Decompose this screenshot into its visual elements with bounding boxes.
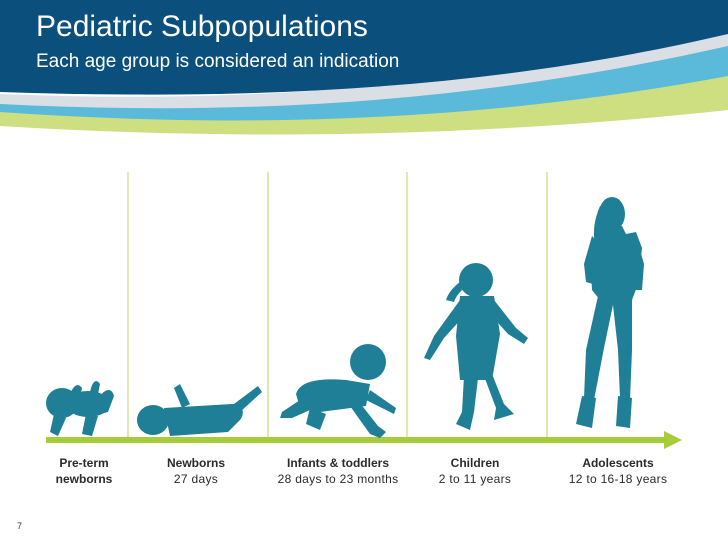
- stage-label-preterm: Pre-term newborns: [9, 455, 159, 487]
- stage-name: Newborns: [166, 456, 225, 470]
- stage-range: 2 to 11 years: [438, 472, 512, 486]
- slide-title: Pediatric Subpopulations: [36, 10, 368, 43]
- stage-label-infants-toddlers: Infants & toddlers 28 days to 23 months: [263, 455, 413, 487]
- newborn-silhouette-icon: [137, 384, 262, 436]
- stage-name: Children: [450, 456, 500, 470]
- stage-range: 12 to 16-18 years: [568, 472, 668, 486]
- crawling-infant-silhouette-icon: [280, 344, 396, 438]
- stage-label-newborns: Newborns 27 days: [121, 455, 271, 487]
- stage-name: Adolescents: [582, 456, 654, 470]
- stage-range: 28 days to 23 months: [277, 472, 399, 486]
- stage-label-adolescents: Adolescents 12 to 16-18 years: [543, 455, 693, 487]
- header-banner: [0, 0, 728, 135]
- preterm-baby-silhouette-icon: [46, 381, 114, 436]
- slide-subtitle: Each age group is considered an indicati…: [36, 51, 400, 72]
- timeline-bar: [46, 437, 666, 443]
- stage-name: Infants & toddlers: [286, 456, 389, 470]
- timeline-arrowhead: [664, 431, 682, 449]
- stage-label-children: Children 2 to 11 years: [400, 455, 550, 487]
- stage-range: newborns: [55, 472, 113, 486]
- standing-adolescent-silhouette-icon: [576, 197, 644, 428]
- stage-range: 27 days: [173, 472, 219, 486]
- page-number: 7: [17, 521, 23, 531]
- walking-child-silhouette-icon: [424, 263, 528, 430]
- stage-name: Pre-term: [59, 456, 109, 470]
